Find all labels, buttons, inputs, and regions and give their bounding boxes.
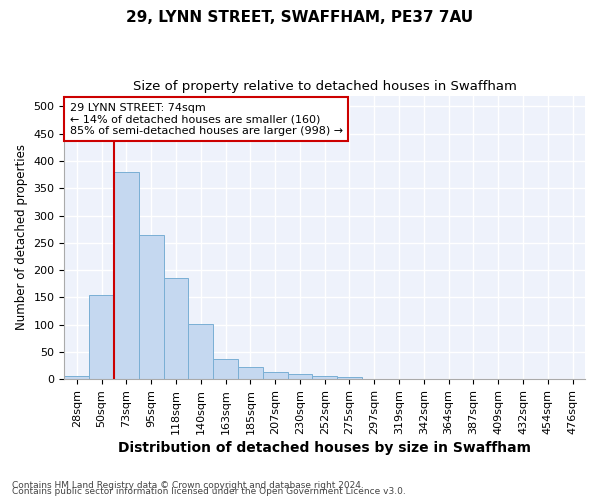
Title: Size of property relative to detached houses in Swaffham: Size of property relative to detached ho… (133, 80, 517, 93)
Bar (114, 172, 139, 379)
Bar (238, 367, 263, 379)
Text: Contains HM Land Registry data © Crown copyright and database right 2024.: Contains HM Land Registry data © Crown c… (12, 481, 364, 490)
Bar (461, 378, 486, 379)
Text: Contains public sector information licensed under the Open Government Licence v3: Contains public sector information licen… (12, 487, 406, 496)
Bar (313, 376, 337, 379)
Bar (139, 234, 164, 379)
Y-axis label: Number of detached properties: Number of detached properties (15, 144, 28, 330)
Bar (287, 374, 313, 379)
Bar (64, 376, 89, 379)
Bar (362, 378, 386, 379)
Bar (337, 377, 362, 379)
Text: 29, LYNN STREET, SWAFFHAM, PE37 7AU: 29, LYNN STREET, SWAFFHAM, PE37 7AU (127, 10, 473, 25)
Bar (188, 324, 213, 379)
Bar (213, 359, 238, 379)
Bar (263, 372, 287, 379)
X-axis label: Distribution of detached houses by size in Swaffham: Distribution of detached houses by size … (118, 441, 531, 455)
Text: 29 LYNN STREET: 74sqm
← 14% of detached houses are smaller (160)
85% of semi-det: 29 LYNN STREET: 74sqm ← 14% of detached … (70, 102, 343, 136)
Bar (89, 294, 114, 379)
Bar (164, 278, 188, 379)
